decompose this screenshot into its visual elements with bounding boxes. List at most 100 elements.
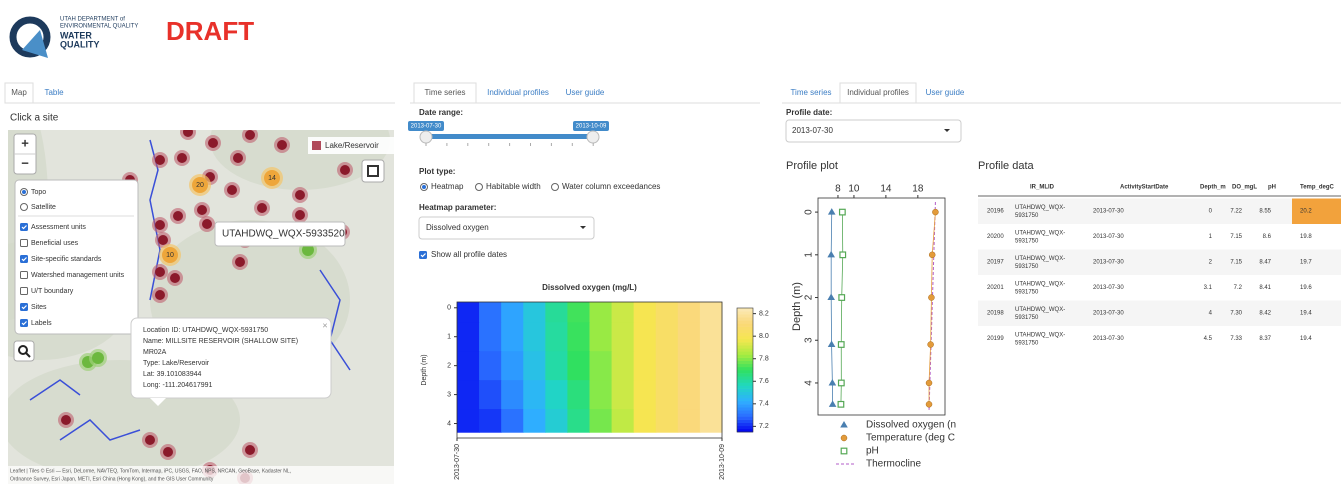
colorbar-step xyxy=(737,358,753,361)
table-cell: 8.42 xyxy=(1259,311,1271,317)
heat-cell xyxy=(501,380,524,409)
table-cell: 8.37 xyxy=(1259,336,1271,342)
site-marker[interactable] xyxy=(257,203,267,213)
site-marker[interactable] xyxy=(233,153,243,163)
checkbox[interactable] xyxy=(21,272,28,279)
checkbox[interactable] xyxy=(420,252,427,259)
data-point xyxy=(926,380,932,386)
site-marker[interactable] xyxy=(235,257,245,267)
tab[interactable]: Map xyxy=(11,88,27,97)
heat-cell xyxy=(545,409,568,433)
colorbar-step xyxy=(737,336,753,339)
cluster[interactable] xyxy=(92,352,104,364)
heat-cell xyxy=(634,409,657,433)
colorbar-step xyxy=(737,355,753,358)
heat-cell xyxy=(634,351,657,380)
zoom-out[interactable]: − xyxy=(21,155,29,170)
zoom-in[interactable]: + xyxy=(21,135,29,150)
site-marker[interactable] xyxy=(245,130,255,140)
site-marker[interactable] xyxy=(158,235,168,245)
colorbar-label: 7.2 xyxy=(759,423,769,430)
site-marker[interactable] xyxy=(183,127,193,137)
heat-cell xyxy=(501,302,524,323)
table-cell: 4.5 xyxy=(1204,336,1213,342)
row-id: 20197 xyxy=(987,260,1004,266)
checkbox[interactable] xyxy=(21,224,28,231)
tab[interactable]: Time series xyxy=(424,88,465,97)
radio[interactable] xyxy=(476,184,483,191)
tab[interactable]: Individual profiles xyxy=(847,88,909,97)
site-marker[interactable] xyxy=(173,211,183,221)
checkbox[interactable] xyxy=(21,240,28,247)
column-header[interactable]: IR_MLID xyxy=(1030,185,1055,191)
checkbox[interactable] xyxy=(21,304,28,311)
site-marker[interactable] xyxy=(61,415,71,425)
site-marker[interactable] xyxy=(295,190,305,200)
heat-cell xyxy=(634,302,657,323)
colorbar-step xyxy=(737,364,753,367)
row-id: 20200 xyxy=(987,234,1004,240)
column-header[interactable]: DO_mgL xyxy=(1232,185,1257,191)
heat-cell xyxy=(590,302,613,323)
layer-label: Sites xyxy=(31,304,47,311)
heat-cell xyxy=(656,351,679,380)
colorbar-step xyxy=(737,407,753,410)
data-point xyxy=(928,295,934,301)
data-point xyxy=(932,209,938,215)
site-marker[interactable] xyxy=(163,447,173,457)
heat-cell xyxy=(523,302,546,323)
heat-cell xyxy=(479,409,502,433)
search-button[interactable] xyxy=(14,341,34,361)
field-label: Date range: xyxy=(419,108,463,117)
tab[interactable]: Table xyxy=(44,88,64,97)
heat-cell xyxy=(678,351,701,380)
site-marker[interactable] xyxy=(340,165,350,175)
colorbar-label: 8.2 xyxy=(759,310,769,317)
table-cell: 8.55 xyxy=(1259,209,1271,215)
tab[interactable]: User guide xyxy=(926,88,965,97)
popup-close[interactable]: × xyxy=(322,320,327,330)
x-tick-label: 2013-07-30 xyxy=(454,444,461,480)
heat-cell xyxy=(700,322,723,351)
heat-cell xyxy=(700,409,723,433)
column-header[interactable]: Temp_degC xyxy=(1300,185,1335,191)
slider-handle[interactable] xyxy=(587,131,599,143)
layers-button[interactable] xyxy=(362,160,384,182)
site-marker[interactable] xyxy=(227,185,237,195)
radio[interactable] xyxy=(552,184,559,191)
tab[interactable]: Time series xyxy=(790,88,831,97)
table-cell: 19.4 xyxy=(1300,311,1312,317)
heat-cell xyxy=(678,380,701,409)
tab[interactable]: Individual profiles xyxy=(487,88,549,97)
site-marker[interactable] xyxy=(155,220,165,230)
column-header[interactable]: ActivityStartDate xyxy=(1120,185,1169,191)
site-marker[interactable] xyxy=(155,267,165,277)
select-value: 2013-07-30 xyxy=(792,126,833,135)
site-marker[interactable] xyxy=(155,290,165,300)
site-marker[interactable] xyxy=(202,219,212,229)
legend-label: Temperature (deg C xyxy=(866,433,955,444)
radio-label: Water column exceedances xyxy=(562,182,660,191)
site-marker[interactable] xyxy=(177,153,187,163)
site-marker[interactable] xyxy=(197,205,207,215)
site-marker[interactable] xyxy=(295,210,305,220)
site-marker[interactable] xyxy=(155,155,165,165)
checkbox[interactable] xyxy=(21,256,28,263)
tab[interactable]: User guide xyxy=(566,88,605,97)
checkbox[interactable] xyxy=(21,288,28,295)
table-cell: 7.15 xyxy=(1230,260,1242,266)
site-marker[interactable] xyxy=(208,138,218,148)
checkbox[interactable] xyxy=(21,320,28,327)
site-marker[interactable] xyxy=(170,273,180,283)
column-header[interactable]: Depth_m xyxy=(1200,185,1226,191)
radio[interactable] xyxy=(21,204,28,211)
column-header[interactable]: pH xyxy=(1268,185,1276,191)
site-marker[interactable] xyxy=(145,435,155,445)
slider-handle[interactable] xyxy=(420,131,432,143)
popup-line: Location ID: UTAHDWQ_WQX-5931750 xyxy=(143,327,268,334)
site-marker[interactable] xyxy=(245,445,255,455)
site-marker[interactable] xyxy=(277,140,287,150)
table-cell: 19.7 xyxy=(1300,260,1312,266)
heatmap xyxy=(457,302,723,433)
heat-cell xyxy=(590,409,613,433)
